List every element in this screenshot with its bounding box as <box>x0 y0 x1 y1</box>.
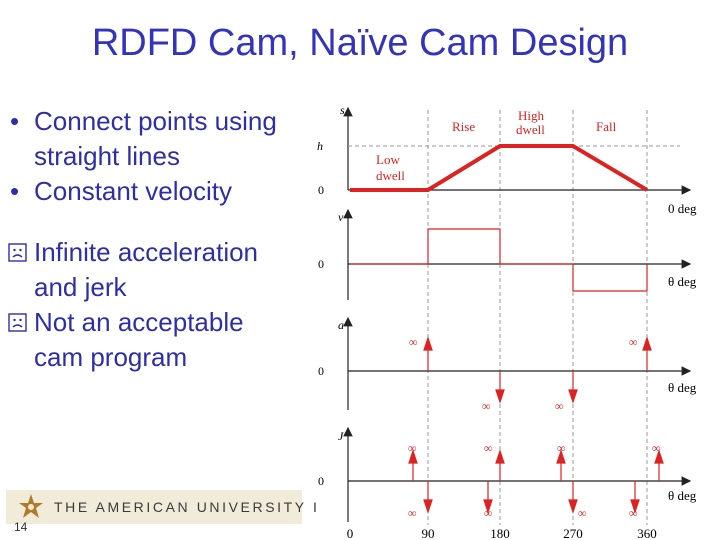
zero-label: 0 <box>318 474 324 488</box>
theta-label: θ deg <box>668 380 697 395</box>
infinity-label: ∞ <box>652 441 661 455</box>
theta-label: θ deg <box>668 274 697 289</box>
rise-label: Rise <box>452 119 475 134</box>
bullet-text: Infinite acceleration <box>34 237 259 267</box>
infinity-label: ∞ <box>555 399 564 413</box>
bullet-text: Not an acceptable <box>34 307 244 337</box>
infinity-label: ∞ <box>629 335 638 349</box>
zero-label: 0 <box>318 183 324 197</box>
bullet-text: straight lines <box>34 141 180 171</box>
axis-label-a: a <box>338 318 344 332</box>
jerk-doublets <box>408 449 664 514</box>
acceleration-panel: a 0 θ deg ∞ ∞ ∞ ∞ <box>318 316 697 413</box>
infinity-label: ∞ <box>409 335 418 349</box>
displacement-panel: s h 0 0 deg Rise High dwell Fall Low dwe… <box>317 103 697 216</box>
cam-diagram: s h 0 0 deg Rise High dwell Fall Low dwe… <box>317 103 697 540</box>
university-seal-icon <box>19 494 43 518</box>
velocity-panel: v 0 θ deg <box>318 208 697 300</box>
bullet-item: Not an acceptable cam program <box>8 305 308 375</box>
axis-label-v: v <box>338 210 344 224</box>
bullet-item: • Constant velocity <box>8 174 308 209</box>
infinity-label: ∞ <box>629 506 638 520</box>
infinity-label: ∞ <box>557 441 566 455</box>
x-tick-label: 270 <box>563 526 583 540</box>
velocity-curve <box>350 228 648 292</box>
low-dwell-label: Low <box>376 152 400 167</box>
fall-label: Fall <box>596 119 617 134</box>
zero-label: 0 <box>318 257 324 271</box>
bullet-text: and jerk <box>34 272 127 302</box>
infinity-label: ∞ <box>484 441 493 455</box>
bullet-text: Connect points using <box>34 106 277 136</box>
infinity-label: ∞ <box>578 506 587 520</box>
x-tick-label: 90 <box>422 526 435 540</box>
high-dwell-label: dwell <box>516 122 545 137</box>
bullet-dot-icon: • <box>10 176 20 206</box>
acceleration-impulses <box>423 336 652 404</box>
infinity-label: ∞ <box>482 399 491 413</box>
infinity-label: ∞ <box>408 441 417 455</box>
x-tick-label: 0 <box>347 526 354 540</box>
axis-label-j: J <box>338 429 344 443</box>
bullet-list: • Connect points using straight lines • … <box>8 104 308 375</box>
displacement-curve <box>350 144 649 192</box>
zero-label: 0 <box>318 364 324 378</box>
h-label: h <box>317 139 323 153</box>
low-dwell-label: dwell <box>376 168 405 183</box>
bullet-text: Constant velocity <box>34 176 232 206</box>
theta-label: θ deg <box>668 488 697 503</box>
bullet-text: cam program <box>34 342 188 372</box>
x-tick-labels: 0 90 180 270 360 <box>347 526 657 540</box>
slide-title: RDFD Cam, Naïve Cam Design <box>91 22 629 64</box>
theta-label: 0 deg <box>668 201 697 216</box>
university-logo-banner: THE AMERICAN UNIVERSITY I <box>6 490 317 524</box>
page-number: 14 <box>14 520 28 534</box>
bullet-item: Infinite acceleration and jerk <box>8 235 308 305</box>
bullet-dot-icon: • <box>10 106 20 136</box>
bullet-item: • Connect points using straight lines <box>8 104 308 174</box>
high-dwell-label: High <box>518 108 545 123</box>
x-tick-label: 360 <box>637 526 657 540</box>
axis-label-s: s <box>340 103 345 117</box>
x-tick-label: 180 <box>490 526 510 540</box>
infinity-label: ∞ <box>408 506 417 520</box>
university-name: THE AMERICAN UNIVERSITY I <box>54 499 320 515</box>
frown-face-icon <box>8 313 27 332</box>
frown-face-icon <box>8 243 27 262</box>
infinity-label: ∞ <box>484 506 493 520</box>
jerk-panel: J 0 θ deg ∞ ∞ ∞ ∞ ∞ ∞ ∞ ∞ <box>318 426 697 522</box>
